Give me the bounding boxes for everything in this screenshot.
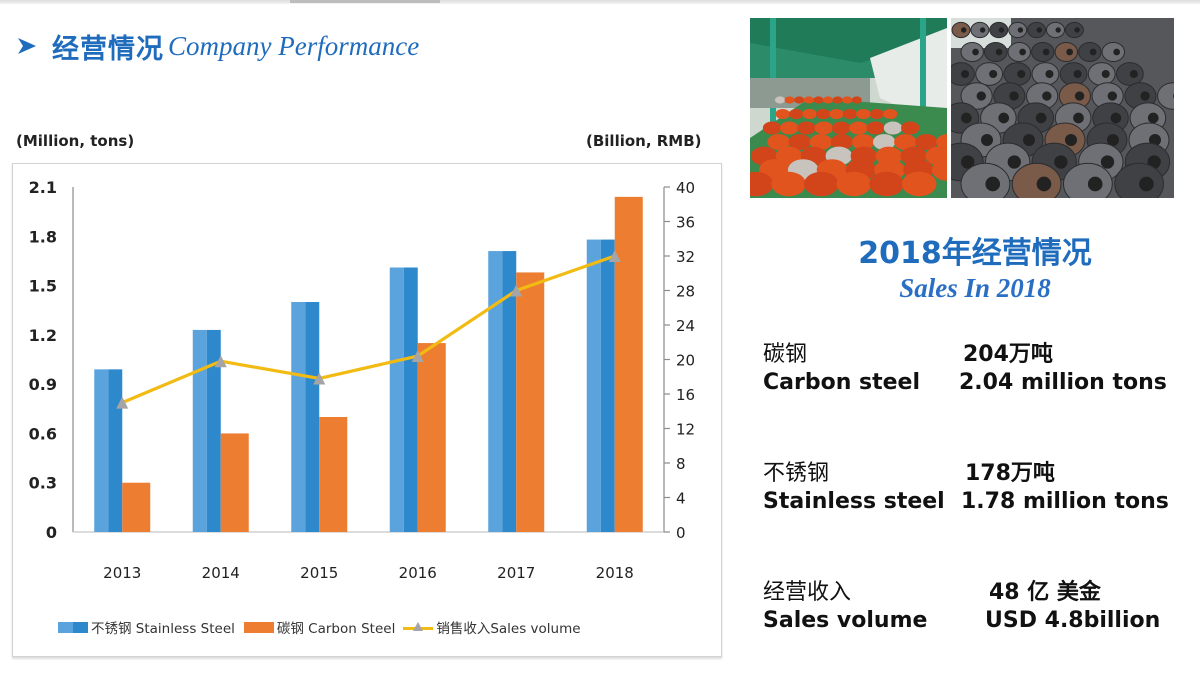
x-axis-tick-label: 2015: [300, 564, 338, 582]
right-axis-tick-label: 12: [676, 421, 695, 439]
left-axis-tick-label: 0: [46, 523, 57, 542]
x-axis-tick-label: 2016: [399, 564, 437, 582]
carbon-steel-coils-photo: [951, 18, 1174, 198]
legend-label-stainless: 不锈钢 Stainless Steel: [91, 621, 235, 637]
stat-value-en: USD 4.8billion: [985, 608, 1161, 633]
stat-label-cn: 碳钢: [763, 342, 808, 367]
bar-carbon-steel: [122, 482, 151, 532]
legend-label-sales: 销售收入Sales volume: [436, 621, 581, 637]
right-axis-unit-label: (Billion, RMB): [586, 132, 702, 150]
chart-legend: 不锈钢 Stainless Steel 碳钢 Carbon Steel 销售收入…: [58, 617, 581, 637]
legend-swatch-stainless: [58, 621, 88, 633]
bar-carbon-steel: [417, 343, 446, 532]
legend-swatch-carbon: [243, 621, 274, 633]
legend-swatch-sales-line: [403, 621, 434, 633]
stat-value-en: 2.04 million tons: [959, 370, 1167, 395]
bar-stainless-steel-shade: [108, 369, 123, 532]
sales-volume-point: [608, 250, 621, 262]
bar-carbon-steel: [516, 272, 545, 532]
sales-volume-point: [116, 396, 129, 409]
right-axis-tick-label: 24: [676, 317, 695, 335]
legend-label-carbon: 碳钢 Carbon Steel: [276, 621, 396, 637]
right-axis-tick-label: 0: [676, 524, 686, 542]
bar-stainless-steel: [192, 329, 207, 532]
right-axis-tick-label: 4: [676, 490, 686, 508]
stat-label-en: Stainless steel: [763, 489, 945, 514]
x-axis-tick-label: 2018: [596, 564, 634, 582]
bar-carbon-steel: [614, 196, 643, 532]
left-axis-tick-label: 1.2: [29, 326, 57, 345]
left-axis-tick-label: 2.1: [29, 178, 57, 197]
stat-label-en: Carbon steel: [763, 370, 921, 395]
sales-volume-point: [411, 350, 424, 363]
sales-title-cn: 2018年经营情况: [858, 236, 1092, 271]
page-title-cn: 经营情况: [52, 33, 164, 65]
bar-stainless-steel: [586, 239, 601, 533]
x-axis-tick-label: 2017: [497, 564, 535, 582]
x-axis-tick-label: 2013: [103, 564, 141, 582]
sales-volume-point: [214, 355, 227, 368]
right-axis-tick-label: 32: [676, 248, 695, 266]
warehouse-steel-coils-photo: [750, 18, 947, 198]
top-border-accent: [290, 0, 440, 3]
bar-stainless-steel: [389, 267, 404, 532]
stat-label-cn: 经营收入: [763, 580, 852, 605]
left-axis-tick-label: 1.5: [29, 277, 57, 296]
bar-stainless-steel: [291, 302, 306, 532]
left-axis-tick-label: 0.9: [29, 375, 57, 394]
right-axis-tick-label: 40: [676, 179, 695, 197]
bar-stainless-steel-shade: [502, 251, 517, 533]
right-axis-tick-label: 20: [676, 352, 695, 370]
right-axis-tick-label: 28: [676, 283, 695, 301]
right-axis-tick-label: 36: [676, 214, 695, 232]
stat-value-en: 1.78 million tons: [961, 489, 1169, 514]
bar-stainless-steel: [488, 251, 503, 533]
left-axis-tick-label: 1.8: [29, 227, 57, 246]
bar-stainless-steel-shade: [206, 329, 221, 532]
stat-label-en: Sales volume: [763, 608, 928, 633]
bar-carbon-steel: [220, 433, 249, 532]
sales-volume-point: [313, 372, 326, 385]
page-title-en: Company Performance: [168, 30, 420, 61]
bar-stainless-steel: [94, 369, 109, 532]
stat-value-cn: 48 亿 美金: [989, 580, 1101, 605]
sales-volume-point: [510, 284, 523, 297]
left-axis-unit-label: (Million, tons): [16, 132, 135, 150]
left-axis-tick-label: 0.3: [29, 474, 57, 493]
sales-volume-line: [121, 254, 616, 405]
bar-stainless-steel-shade: [600, 239, 615, 533]
stat-value-cn: 204万吨: [963, 342, 1053, 367]
arrow-right-icon: [18, 38, 36, 54]
left-axis-tick-label: 0.6: [29, 424, 57, 443]
photo-strip: [750, 18, 1174, 198]
page-title: 经营情况 Company Performance: [16, 24, 419, 68]
right-axis-tick-label: 8: [676, 455, 686, 473]
stat-label-cn: 不锈钢: [763, 461, 830, 486]
top-border: [0, 0, 1200, 4]
sales-title-en: Sales In 2018: [899, 273, 1051, 303]
x-axis-tick-label: 2014: [202, 564, 240, 582]
bar-stainless-steel-shade: [305, 302, 320, 532]
stat-value-cn: 178万吨: [965, 461, 1055, 486]
right-axis-tick-label: 16: [676, 386, 695, 404]
bar-stainless-steel-shade: [403, 267, 418, 532]
bar-carbon-steel: [319, 417, 348, 532]
